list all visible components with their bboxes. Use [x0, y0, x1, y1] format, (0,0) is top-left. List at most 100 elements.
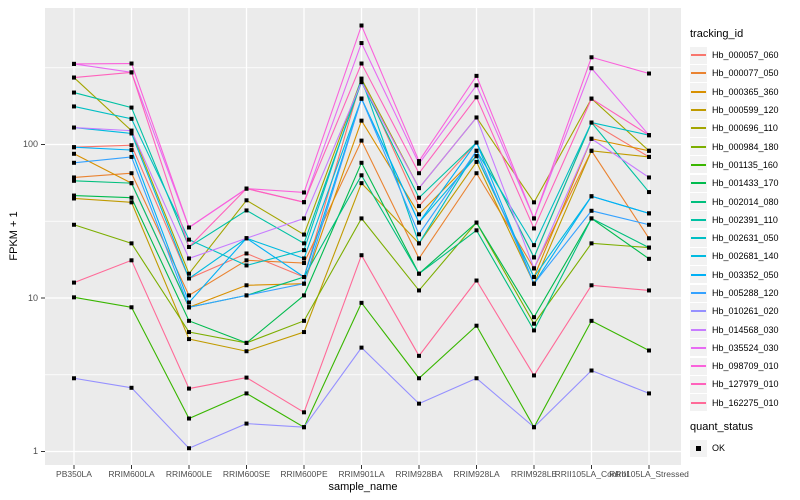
data-point — [302, 256, 306, 261]
legend-item-label: Hb_162275_010 — [712, 397, 779, 408]
data-point — [589, 208, 594, 213]
legend-key-swatch — [690, 302, 707, 320]
legend-line-icon — [691, 109, 706, 112]
data-point — [129, 171, 134, 176]
data-point — [589, 283, 594, 288]
data-point — [187, 276, 191, 281]
y-tick-label: 1 — [32, 446, 38, 456]
data-point — [589, 318, 594, 323]
data-point — [647, 175, 651, 180]
data-point — [532, 266, 536, 271]
data-point — [589, 194, 594, 199]
data-point — [72, 193, 76, 198]
legend-item-Hb_127979_010: Hb_127979_010 — [690, 375, 800, 393]
data-point — [129, 200, 134, 205]
legend-line-icon — [691, 127, 706, 130]
data-point — [129, 131, 134, 136]
data-point — [417, 256, 421, 261]
legend-item-label: Hb_002631_050 — [712, 233, 779, 244]
data-point — [647, 391, 651, 396]
data-point — [532, 216, 536, 221]
data-point — [187, 386, 191, 391]
data-point — [474, 83, 479, 88]
legend-item-label: Hb_000696_110 — [712, 123, 778, 134]
legend-item-Hb_002631_050: Hb_002631_050 — [690, 229, 800, 247]
data-point — [72, 175, 76, 180]
legend-quant-status-block: quant_status OK — [690, 421, 800, 457]
legend-item-label: Hb_000365_360 — [712, 86, 779, 97]
data-point — [129, 385, 134, 390]
legend-item-label: Hb_000077_050 — [712, 68, 779, 79]
data-point — [359, 160, 364, 165]
data-point — [532, 226, 536, 231]
x-tick-label-PB350LA: PB350LA — [56, 469, 92, 479]
data-point — [474, 323, 479, 328]
legend-line-icon — [691, 200, 706, 203]
legend-key-ok — [690, 439, 707, 457]
legend-item-Hb_000696_110: Hb_000696_110 — [690, 119, 800, 137]
data-point — [417, 186, 421, 191]
legend-key-swatch — [690, 46, 707, 64]
x-tick-label-RRIM928BA: RRIM928BA — [395, 469, 443, 479]
legend-entries: Hb_000057_060 Hb_000077_050 Hb_000365_360 H… — [690, 46, 800, 412]
data-point — [244, 375, 249, 380]
legend-line-icon — [691, 310, 706, 313]
data-point — [359, 23, 364, 28]
data-point — [359, 80, 364, 85]
data-point — [244, 421, 249, 426]
data-point — [417, 401, 421, 406]
data-point — [359, 96, 364, 101]
legend-item-label: OK — [712, 443, 726, 454]
data-point — [532, 275, 536, 280]
legend: tracking_id Hb_000057_060 Hb_000077_050 Hb… — [690, 28, 800, 457]
data-point — [589, 368, 594, 373]
legend-key-swatch — [690, 266, 707, 284]
data-point — [417, 241, 421, 246]
data-point — [532, 425, 536, 430]
x-tick-label-RRIM600LA: RRIM600LA — [108, 469, 155, 479]
legend-item-label: Hb_035524_030 — [712, 342, 779, 353]
data-point — [244, 198, 249, 203]
data-point — [302, 200, 306, 205]
data-point — [647, 148, 651, 153]
data-point — [302, 248, 306, 253]
data-point — [302, 241, 306, 246]
data-point — [359, 61, 364, 66]
data-point — [72, 61, 76, 66]
data-point — [244, 391, 249, 396]
square-point-icon — [696, 445, 701, 451]
legend-item-Hb_098709_010: Hb_098709_010 — [690, 357, 800, 375]
data-point — [589, 148, 594, 153]
data-point — [474, 171, 479, 176]
data-point — [532, 281, 536, 286]
x-tick-label-RRIM600LE: RRIM600LE — [165, 469, 213, 479]
legend-item-label: Hb_002681_140 — [712, 251, 779, 262]
data-point — [244, 340, 249, 345]
legend-line-icon — [691, 72, 706, 75]
legend-item-Hb_000077_050: Hb_000077_050 — [690, 64, 800, 82]
legend-item-Hb_000057_060: Hb_000057_060 — [690, 46, 800, 64]
legend-line-icon — [691, 255, 706, 258]
data-point — [417, 161, 421, 166]
y-axis-title: FPKM + 1 — [8, 211, 20, 261]
legend-key-swatch — [690, 284, 707, 302]
data-point — [72, 151, 76, 156]
data-point — [417, 171, 421, 176]
legend-key-swatch — [690, 156, 707, 174]
legend-line-icon — [691, 54, 706, 57]
data-point — [417, 204, 421, 209]
data-point — [244, 293, 249, 298]
data-point — [417, 271, 421, 276]
legend-item-Hb_162275_010: Hb_162275_010 — [690, 394, 800, 412]
legend-item-label: Hb_001135_160 — [712, 159, 778, 170]
data-point — [532, 200, 536, 205]
legend-item-Hb_000984_180: Hb_000984_180 — [690, 137, 800, 156]
data-point — [359, 138, 364, 143]
data-point — [187, 446, 191, 451]
data-point — [474, 154, 479, 159]
data-point — [532, 255, 536, 260]
x-tick-label-RRIM600PE: RRIM600PE — [280, 469, 328, 479]
data-point — [244, 186, 249, 191]
legend-key-swatch — [690, 64, 707, 82]
legend-item-Hb_001135_160: Hb_001135_160 — [690, 156, 800, 174]
